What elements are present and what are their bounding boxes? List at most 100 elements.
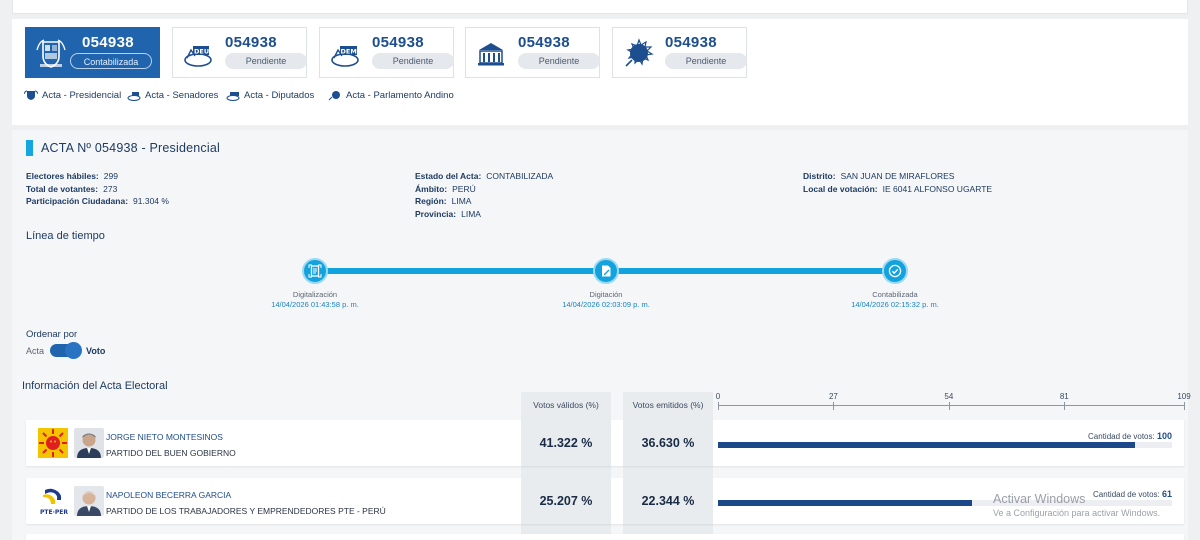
peru-shield-small-icon [24,90,38,100]
info-label: Estado del Acta: [415,171,482,181]
valid-votes-pct: 25.207 % [521,478,611,524]
acta-detail-panel: ACTA Nº 054938 - Presidencial Electores … [12,130,1191,540]
candidate-row[interactable]: PTE·PERÚ NAPOLEON BECERRA GARCIA PARTIDO… [26,478,1184,524]
acta-title: ACTA Nº 054938 - Presidencial [26,140,220,156]
timeline-step-date: 14/04/2026 01:43:58 p. m. [271,300,359,309]
vote-count: Cantidad de votos: 61 [1093,489,1172,499]
acta-link-label: Acta - Parlamento Andino [346,90,454,101]
order-option-acta[interactable]: Acta [26,345,45,356]
candidate-row[interactable]: JORGE NIETO MONTESINOS PARTIDO DEL BUEN … [26,420,1184,466]
timeline-step-date: 14/04/2026 02:15:32 p. m. [851,300,939,309]
info-row: Provincia: LIMA [415,208,553,221]
timeline-title: Línea de tiempo [26,230,105,242]
info-row: Participación Ciudadana: 91.304 % [26,195,169,208]
votes-axis: 0 27 54 81 109 [716,392,1191,412]
acta-link-parlamento-andino[interactable]: Acta - Parlamento Andino [328,90,454,101]
vote-bar-track [718,500,1172,506]
acta-link-presidencial[interactable]: Acta - Presidencial [24,90,121,101]
info-value: IE 6041 ALFONSO UGARTE [882,183,993,194]
andean-parliament-small-icon [328,91,340,101]
info-row: Total de votantes: 273 [26,183,169,196]
party-name: PARTIDO DE LOS TRABAJADORES Y EMPRENDEDO… [106,506,386,516]
sun-party-logo-icon [38,428,68,458]
info-label: Distrito: [803,171,836,181]
top-panel-edge [12,0,1188,14]
order-toggle-switch[interactable] [50,342,83,359]
timeline-step-contabilizada [882,258,908,284]
watermark-subtitle: Ve a Configuración para activar Windows. [993,508,1161,518]
axis-tick-label: 81 [1059,392,1069,401]
timeline-label: Digitación 14/04/2026 02:03:09 p. m. [536,290,676,310]
party-name: PARTIDO DEL BUEN GOBIERNO [106,448,236,458]
info-value: CONTABILIZADA [486,171,554,181]
edit-document-icon [602,265,611,277]
acta-link-label: Acta - Senadores [145,90,219,101]
axis-tick [718,402,719,410]
results-title: Información del Acta Electoral [22,380,168,392]
dem-ballot-icon: DEM [331,46,359,67]
acta-status-badge: Pendiente [665,53,747,69]
axis-tick-label: 109 [1177,392,1191,401]
axis-line [718,405,1184,406]
info-row: Ámbito: PERÚ [415,183,553,196]
svg-text:DEM: DEM [341,48,357,56]
watermark-title: Activar Windows [993,492,1086,506]
candidate-name: JORGE NIETO MONTESINOS [106,432,223,442]
scan-document-icon [308,264,322,278]
acta-link-label: Acta - Diputados [244,90,315,101]
acta-card-congreso[interactable]: 054938 Pendiente [465,27,600,78]
dem-ballot-small-icon [226,92,240,101]
acta-number: 054938 [665,34,717,51]
acta-link-senadores[interactable]: Acta - Senadores [127,90,218,101]
acta-link-label: Acta - Presidencial [42,90,122,101]
acta-status-badge: Pendiente [518,53,600,69]
col-head-emitted: Votos emitidos (%) [623,392,713,418]
title-accent-bar [26,140,33,156]
vote-count-label: Cantidad de votos: [1088,432,1155,441]
acta-status-badge: Contabilizada [70,53,152,69]
acta-number: 054938 [225,34,277,51]
vote-count-value: 100 [1156,431,1172,441]
deu-ballot-small-icon [127,92,141,101]
check-circle-icon [888,264,902,278]
order-toggle-row: Acta Voto [26,342,106,359]
vote-bar [718,442,1135,448]
timeline-label: Digitalización 14/04/2026 01:43:58 p. m. [245,290,385,310]
acta-card-senadores-deu[interactable]: DEU 054938 Pendiente [172,27,307,78]
info-value: LIMA [451,196,472,206]
info-label: Provincia: [415,208,457,219]
acta-status-badge: Pendiente [372,53,454,69]
info-row: Estado del Acta: CONTABILIZADA [415,170,553,183]
congress-building-icon [478,43,504,66]
vote-bar [718,500,973,506]
toggle-knob [65,342,83,359]
andean-parliament-icon [625,38,654,67]
info-value: 273 [103,183,118,194]
axis-tick-label: 54 [944,392,954,401]
axis-tick-label: 27 [828,392,838,401]
info-row: Electores hábiles: 299 [26,170,169,183]
acta-link-diputados[interactable]: Acta - Diputados [226,90,314,101]
info-label: Participación Ciudadana: [26,196,129,206]
pte-party-logo-icon: PTE·PERÚ [38,486,68,516]
vote-count-value: 61 [1161,489,1172,499]
emitted-votes-pct: 22.344 % [623,478,713,524]
order-option-voto[interactable]: Voto [86,345,106,356]
info-row: Local de votación: IE 6041 ALFONSO UGARTE [803,183,992,196]
acta-title-text: ACTA Nº 054938 - Presidencial [41,141,220,155]
actas-panel: 054938 Contabilizada DEU 054938 Pendient… [12,19,1188,125]
acta-card-parlamento-andino[interactable]: 054938 Pendiente [612,27,747,78]
acta-number: 054938 [518,34,570,51]
acta-card-presidencial[interactable]: 054938 Contabilizada [25,27,160,78]
info-row: Región: LIMA [415,195,553,208]
info-label: Ámbito: [415,183,448,194]
acta-number: 054938 [82,34,134,51]
col-head-valid: Votos válidos (%) [521,392,611,418]
info-row: Distrito: SAN JUAN DE MIRAFLORES [803,170,992,183]
timeline-label: Contabilizada 14/04/2026 02:15:32 p. m. [825,290,965,310]
acta-card-diputados-dem[interactable]: DEM 054938 Pendiente [319,27,454,78]
info-value: LIMA [461,208,481,219]
info-label: Local de votación: [803,183,878,194]
timeline-step-digitacion [593,258,619,284]
candidate-row-partial [26,534,1184,540]
